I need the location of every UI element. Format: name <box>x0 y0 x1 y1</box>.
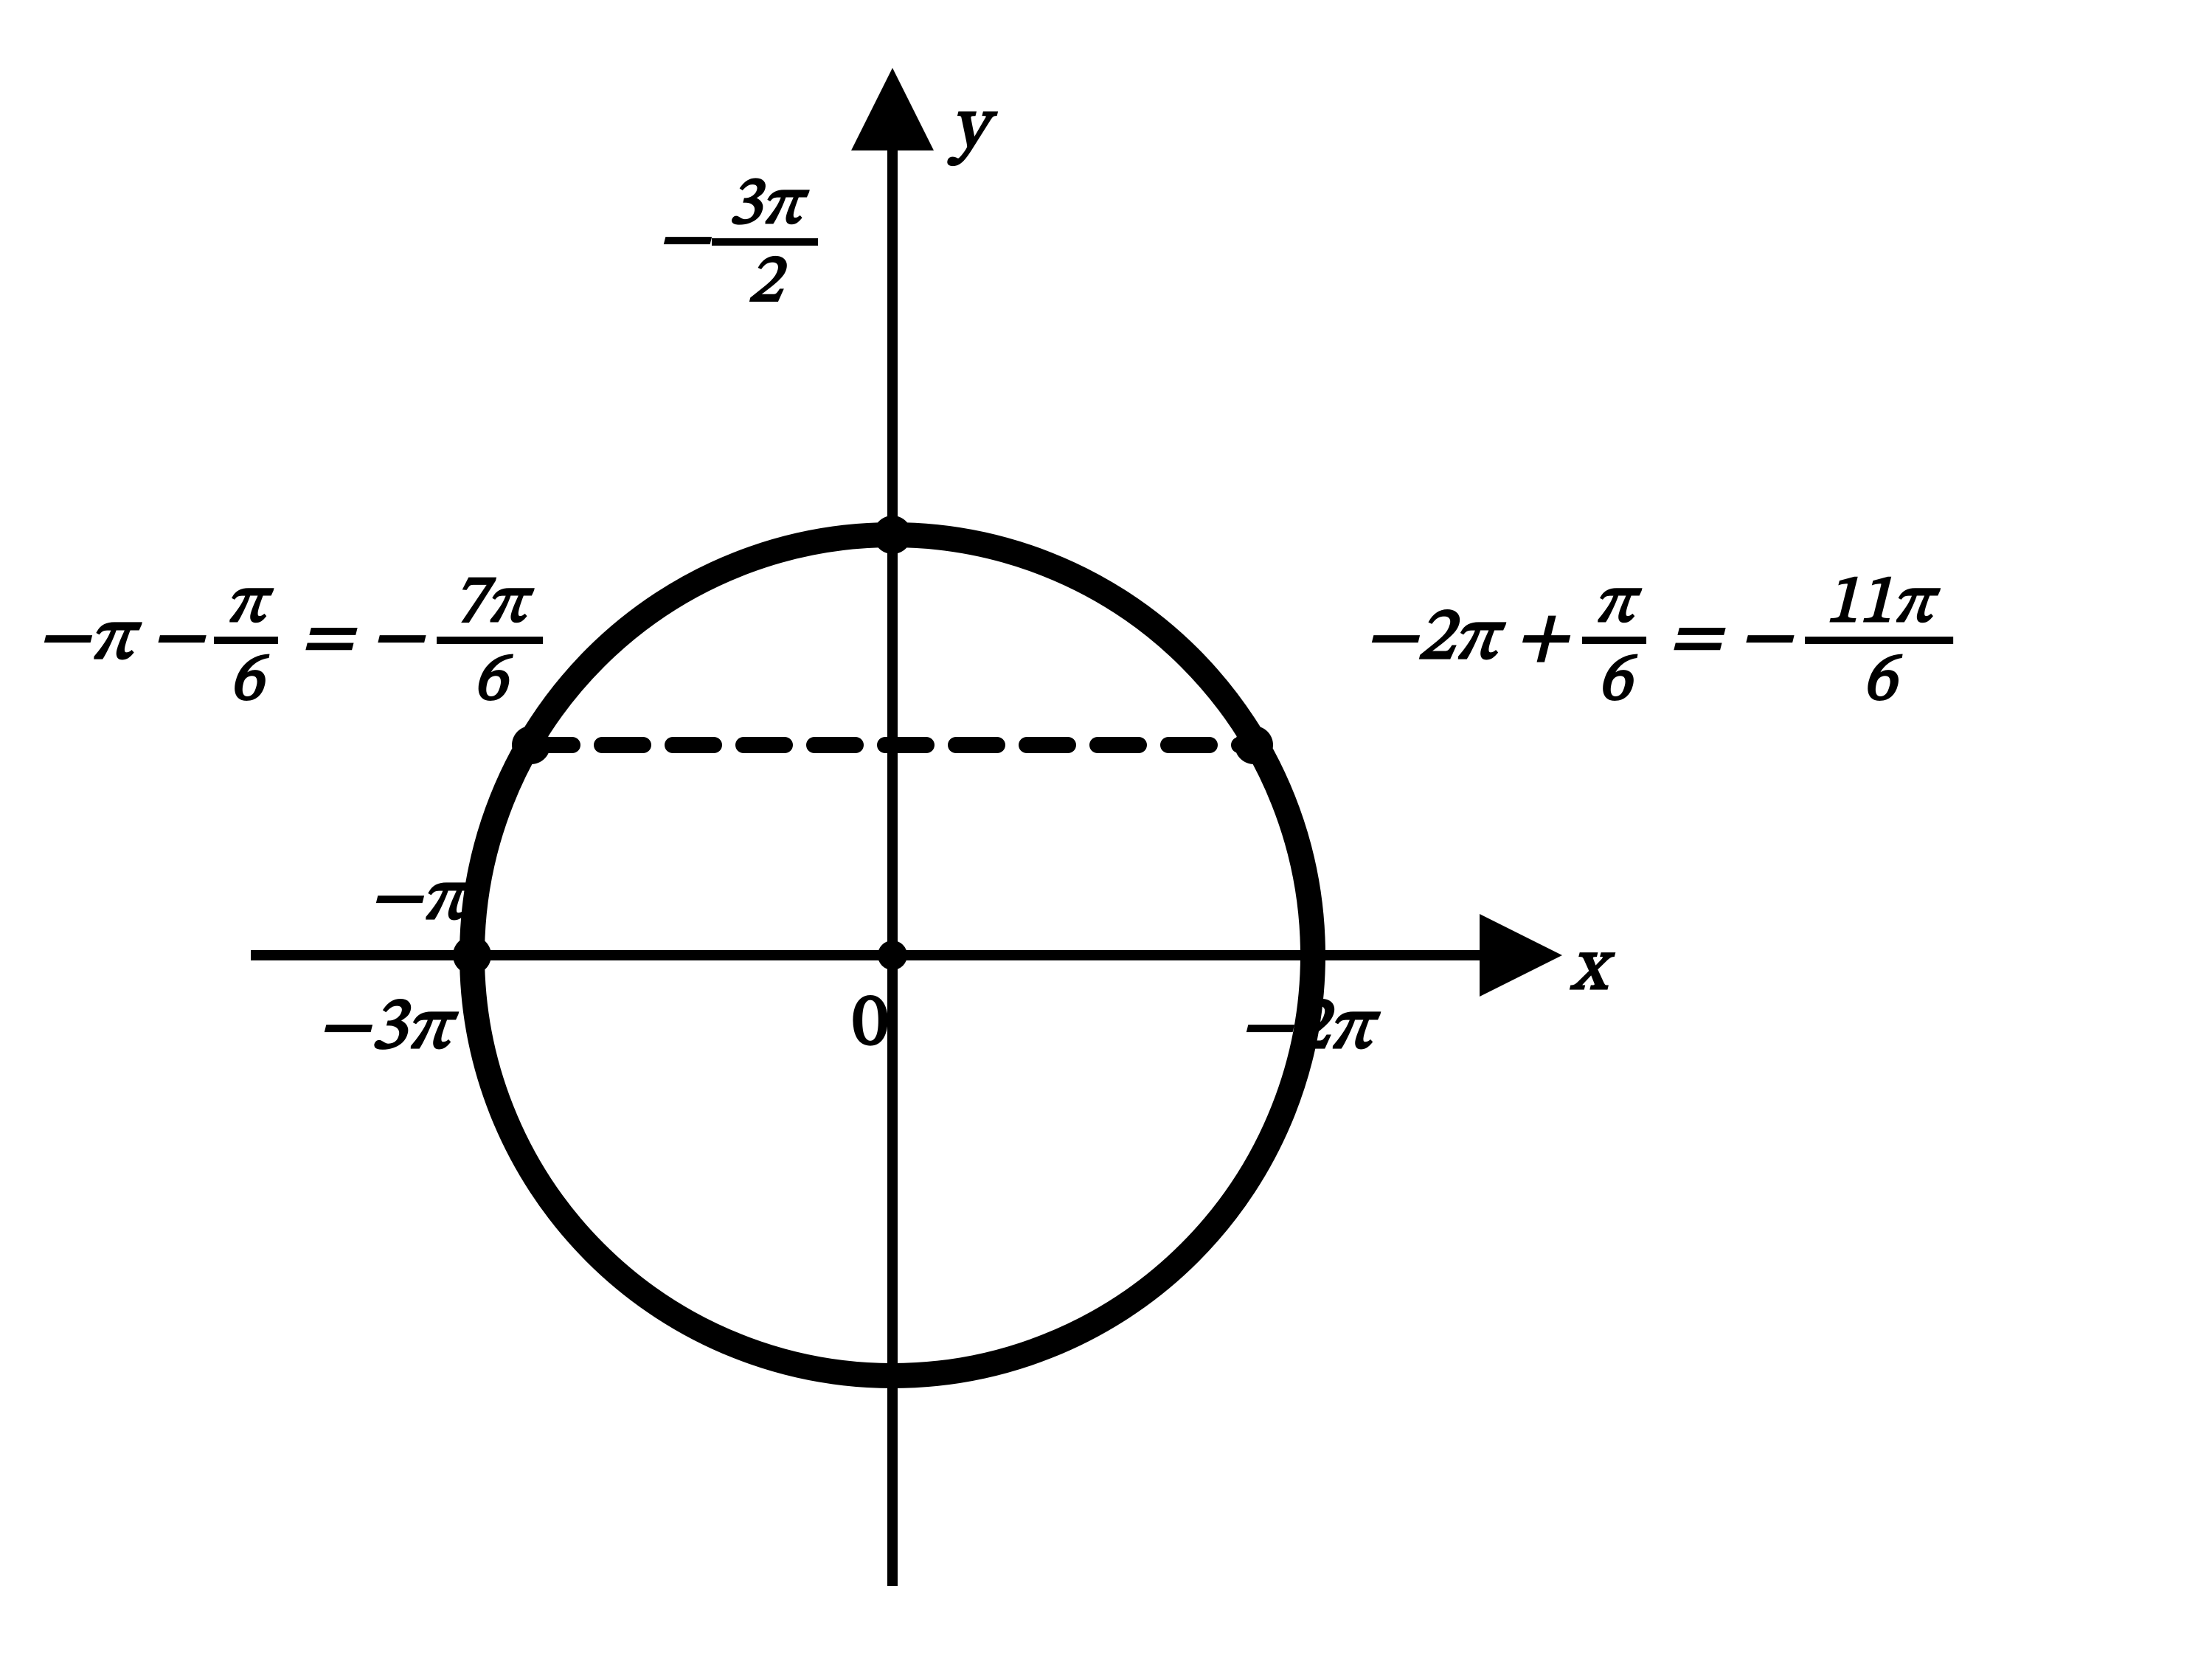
background <box>0 0 2212 1659</box>
svg-text:11π: 11π <box>1826 569 1941 637</box>
svg-text:3π: 3π <box>728 171 811 239</box>
svg-text:−π −: −π − <box>37 602 207 676</box>
point-top <box>873 516 912 554</box>
svg-text:= −: = − <box>1668 602 1795 676</box>
point-chord-left <box>512 726 550 764</box>
svg-text:7π: 7π <box>453 569 535 637</box>
label-minus-pi: −π <box>369 862 474 936</box>
svg-text:−: − <box>656 204 713 277</box>
label-minus-3pi: −3π <box>317 991 459 1065</box>
origin-label: 0 <box>852 988 889 1061</box>
point-left-axis <box>453 936 491 974</box>
label-minus-2pi: −2π <box>1239 991 1381 1065</box>
unit-circle-diagram: yx0−3π2−π −π6= −7π6−2π +π6= −11π6−π−3π−2… <box>0 0 2212 1659</box>
svg-text:= −: = − <box>300 602 426 676</box>
svg-text:−2π +: −2π + <box>1365 602 1571 676</box>
point-chord-right <box>1235 726 1273 764</box>
point-origin <box>878 941 907 970</box>
